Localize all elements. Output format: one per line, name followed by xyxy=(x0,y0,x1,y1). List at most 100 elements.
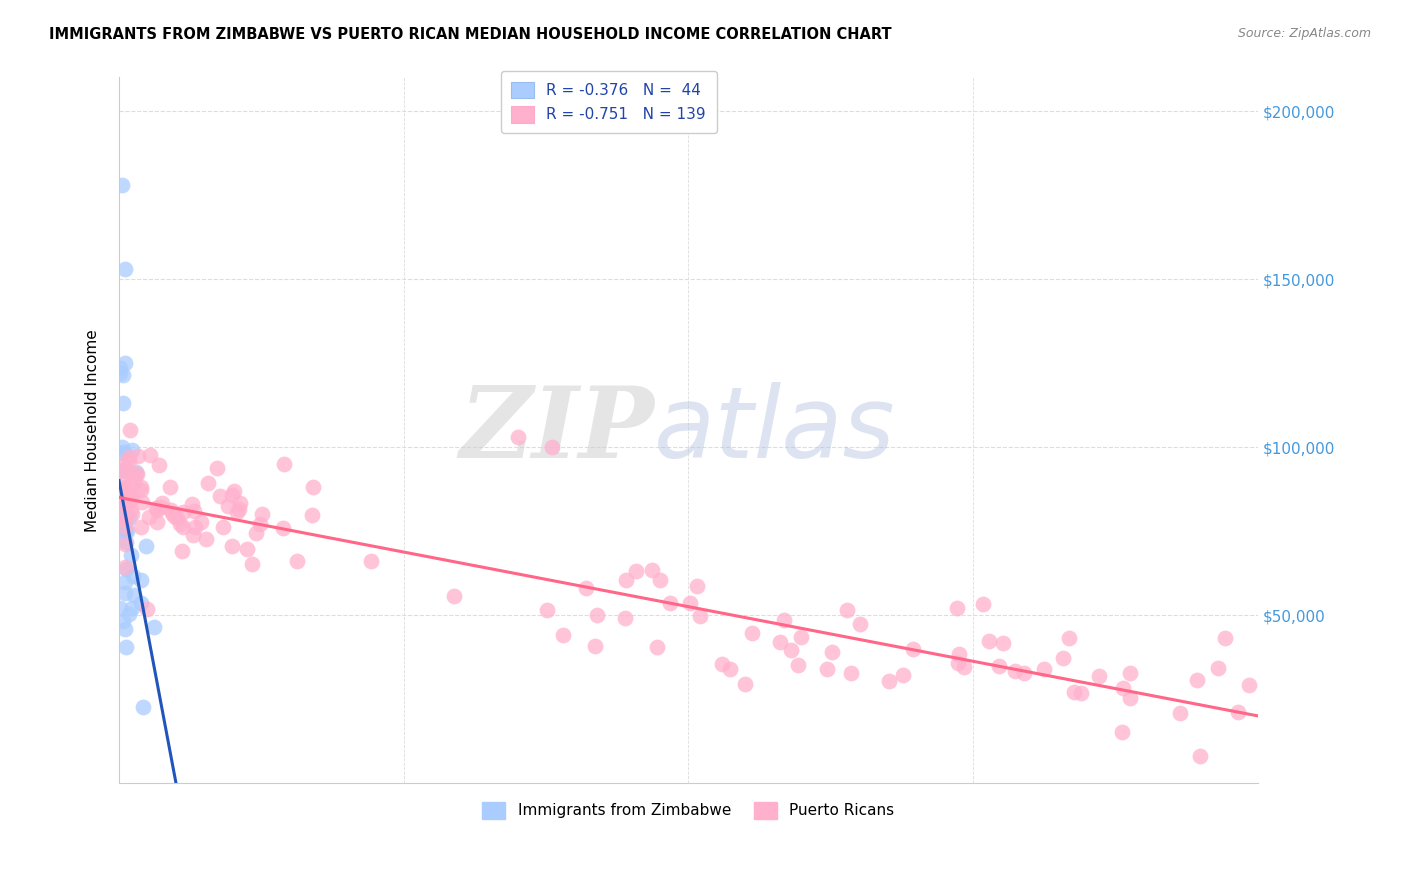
Point xyxy=(574,581,596,595)
Point xyxy=(977,633,1000,648)
Point xyxy=(114,356,136,370)
Point xyxy=(1206,661,1229,675)
Point xyxy=(108,361,131,376)
Point xyxy=(114,480,136,494)
Point xyxy=(271,521,294,535)
Point xyxy=(679,596,702,610)
Point xyxy=(118,607,141,622)
Point xyxy=(685,579,707,593)
Point xyxy=(118,423,141,437)
Point xyxy=(948,657,970,671)
Point xyxy=(205,460,228,475)
Point xyxy=(150,496,173,510)
Point xyxy=(228,502,250,516)
Point xyxy=(112,488,135,502)
Point xyxy=(225,505,247,519)
Point xyxy=(115,640,138,655)
Point xyxy=(121,471,143,485)
Point xyxy=(614,573,637,587)
Point xyxy=(114,497,136,511)
Point xyxy=(553,628,575,642)
Point xyxy=(614,611,637,625)
Point xyxy=(160,503,183,517)
Legend: Immigrants from Zimbabwe, Puerto Ricans: Immigrants from Zimbabwe, Puerto Ricans xyxy=(477,796,900,825)
Y-axis label: Median Household Income: Median Household Income xyxy=(86,329,100,532)
Point xyxy=(659,597,682,611)
Point xyxy=(135,539,157,553)
Point xyxy=(138,510,160,524)
Point xyxy=(229,496,252,510)
Point xyxy=(121,491,143,506)
Point xyxy=(789,631,811,645)
Point xyxy=(117,485,139,500)
Point xyxy=(120,503,142,517)
Point xyxy=(108,600,131,615)
Point xyxy=(120,548,142,562)
Point xyxy=(1118,690,1140,705)
Point xyxy=(987,659,1010,673)
Point xyxy=(121,569,143,583)
Point xyxy=(111,506,134,520)
Point xyxy=(1111,725,1133,739)
Point xyxy=(114,524,136,538)
Point xyxy=(129,596,152,610)
Point xyxy=(786,658,808,673)
Point xyxy=(946,600,969,615)
Point xyxy=(948,647,970,661)
Point xyxy=(221,488,243,502)
Text: atlas: atlas xyxy=(654,382,896,479)
Point xyxy=(641,563,664,577)
Point xyxy=(114,574,136,589)
Point xyxy=(129,520,152,534)
Point xyxy=(114,463,136,477)
Point xyxy=(117,496,139,510)
Point xyxy=(138,448,160,462)
Point xyxy=(1226,705,1249,719)
Point xyxy=(149,500,172,515)
Point xyxy=(145,500,167,515)
Point xyxy=(114,511,136,525)
Point xyxy=(114,622,136,636)
Point xyxy=(162,508,184,523)
Point xyxy=(197,475,219,490)
Point xyxy=(212,520,235,534)
Point xyxy=(181,528,204,542)
Point xyxy=(169,517,191,532)
Point xyxy=(114,520,136,534)
Point xyxy=(131,495,153,509)
Point xyxy=(148,458,170,472)
Point xyxy=(132,699,155,714)
Point xyxy=(111,614,134,628)
Point xyxy=(848,617,870,632)
Point xyxy=(110,367,132,381)
Point xyxy=(159,480,181,494)
Point xyxy=(122,476,145,491)
Point xyxy=(114,482,136,496)
Point xyxy=(583,640,606,654)
Point xyxy=(536,603,558,617)
Point xyxy=(689,608,711,623)
Point xyxy=(181,497,204,511)
Point xyxy=(1063,685,1085,699)
Point xyxy=(114,512,136,526)
Point xyxy=(117,524,139,539)
Point xyxy=(190,515,212,529)
Point xyxy=(127,449,149,463)
Point xyxy=(585,607,607,622)
Point xyxy=(110,511,132,525)
Point xyxy=(443,589,465,603)
Point xyxy=(135,602,157,616)
Point xyxy=(110,505,132,519)
Point xyxy=(121,443,143,458)
Point xyxy=(972,597,994,611)
Point xyxy=(1213,632,1236,646)
Point xyxy=(953,660,976,674)
Point xyxy=(118,450,141,465)
Point xyxy=(146,516,169,530)
Point xyxy=(194,532,217,546)
Point xyxy=(166,511,188,525)
Point xyxy=(360,554,382,568)
Point xyxy=(183,504,205,518)
Point xyxy=(249,516,271,531)
Point xyxy=(114,516,136,530)
